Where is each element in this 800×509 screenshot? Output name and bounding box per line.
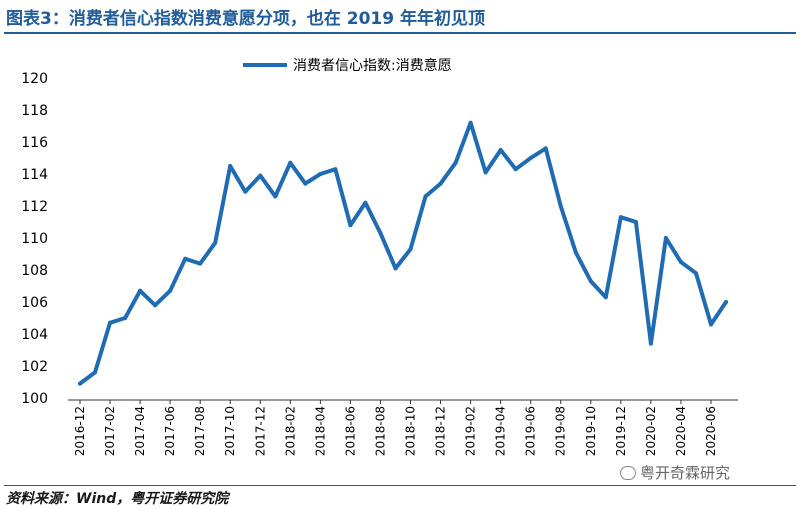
data-point-2020-07 [724, 300, 728, 304]
data-point-2017-04 [138, 288, 143, 293]
y-tick-label: 106 [21, 295, 48, 311]
data-point-2020-02 [648, 341, 653, 346]
data-point-2017-06 [168, 288, 173, 293]
y-tick-label: 110 [21, 231, 48, 247]
data-point-2017-12 [258, 173, 263, 178]
legend-label: 消费者信心指数:消费意愿 [293, 57, 452, 74]
source-note: 资料来源：Wind，粤开证券研究院 [6, 491, 229, 507]
data-point-2018-10 [408, 247, 413, 252]
x-tick-label: 2019-08 [554, 406, 568, 456]
x-tick-label: 2020-02 [644, 406, 658, 456]
wechat-icon [620, 465, 636, 480]
x-tick-label: 2018-12 [434, 406, 448, 456]
data-point-2018-12 [438, 181, 443, 186]
x-tick-label: 2017-06 [163, 406, 177, 456]
data-point-2018-03 [303, 181, 308, 186]
data-point-2019-10 [588, 279, 593, 284]
x-tick-label: 2016-12 [73, 406, 87, 456]
x-tick-label: 2017-12 [253, 406, 267, 456]
data-point-2017-07 [183, 256, 188, 261]
y-tick-label: 112 [21, 199, 48, 215]
data-point-2019-11 [603, 295, 608, 300]
data-point-2020-04 [678, 260, 683, 264]
x-axis: 2016-12 2017-02 2017-04 2017-06 2017-08 2017-… [73, 400, 718, 456]
x-tick-label: 2019-06 [524, 406, 538, 456]
data-point-2017-08 [198, 261, 203, 266]
x-tick-label: 2020-04 [674, 406, 688, 456]
data-point-2017-02 [108, 320, 112, 325]
y-tick-label: 120 [21, 71, 48, 87]
y-tick-label: 102 [21, 359, 48, 375]
data-point-2017-11 [243, 189, 248, 194]
data-point-2019-07 [543, 146, 548, 151]
watermark-text: 粤开奇霖研究 [640, 464, 731, 482]
x-tick-label: 2020-06 [704, 406, 718, 456]
chart-title: 图表3：消费者信心指数消费意愿分项，也在 2019 年年初见顶 [6, 9, 485, 29]
data-point-2018-01 [273, 194, 278, 199]
x-tick-label: 2017-10 [223, 406, 237, 456]
x-tick-label: 2018-06 [343, 406, 357, 456]
data-point-2020-06 [709, 322, 713, 327]
watermark: 粤开奇霖研究 [620, 462, 730, 483]
data-point-2020-01 [633, 220, 638, 224]
y-axis: 100 102 104 106 108 110 112 114 116 118 120 [21, 71, 48, 407]
x-tick-label: 2019-10 [584, 406, 598, 456]
data-point-2019-12 [618, 215, 623, 220]
data-point-2020-03 [663, 236, 668, 240]
data-point-2020-05 [694, 271, 698, 276]
x-tick-label: 2018-02 [283, 406, 297, 456]
data-point-2019-01 [453, 160, 458, 165]
data-point-2016-12 [78, 381, 82, 386]
footer-divider [4, 485, 796, 486]
data-point-2017-05 [153, 303, 158, 308]
data-point-2018-06 [348, 223, 353, 228]
x-tick-label: 2018-04 [313, 406, 327, 456]
y-tick-label: 114 [21, 167, 48, 183]
data-point-2017-10 [228, 164, 233, 168]
data-point-2019-09 [573, 250, 578, 255]
x-tick-label: 2017-02 [103, 406, 117, 456]
series-line [78, 120, 728, 386]
data-point-2018-05 [333, 167, 338, 172]
data-point-2019-06 [528, 156, 533, 160]
data-point-2019-03 [483, 170, 488, 175]
title-divider [4, 32, 796, 34]
x-tick-label: 2018-10 [404, 406, 418, 456]
y-tick-label: 108 [21, 263, 48, 279]
x-tick-label: 2017-04 [133, 406, 147, 456]
data-point-2017-09 [213, 240, 218, 245]
data-point-2018-09 [393, 266, 398, 271]
x-tick-label: 2018-08 [373, 406, 387, 456]
data-point-2018-07 [363, 200, 368, 205]
data-point-2019-05 [513, 167, 518, 172]
data-point-2019-04 [498, 148, 503, 152]
chart-legend: 消费者信心指数:消费意愿 [243, 57, 452, 74]
data-points [78, 120, 728, 386]
data-point-2018-02 [288, 160, 293, 165]
data-point-2018-11 [423, 194, 428, 199]
x-tick-label: 2017-08 [193, 406, 207, 456]
x-tick-label: 2019-12 [614, 406, 628, 456]
data-point-2018-04 [318, 172, 323, 176]
data-point-2017-03 [123, 316, 128, 320]
x-tick-label: 2019-02 [464, 406, 478, 456]
data-point-2018-08 [378, 231, 383, 236]
x-tick-label: 2019-04 [494, 406, 508, 456]
y-tick-label: 118 [21, 103, 48, 119]
data-point-2019-08 [558, 204, 563, 208]
data-point-2019-02 [468, 120, 473, 125]
data-point-2017-01 [93, 370, 97, 375]
y-tick-label: 104 [21, 327, 48, 343]
y-tick-label: 100 [21, 391, 48, 407]
y-tick-label: 116 [21, 135, 48, 151]
